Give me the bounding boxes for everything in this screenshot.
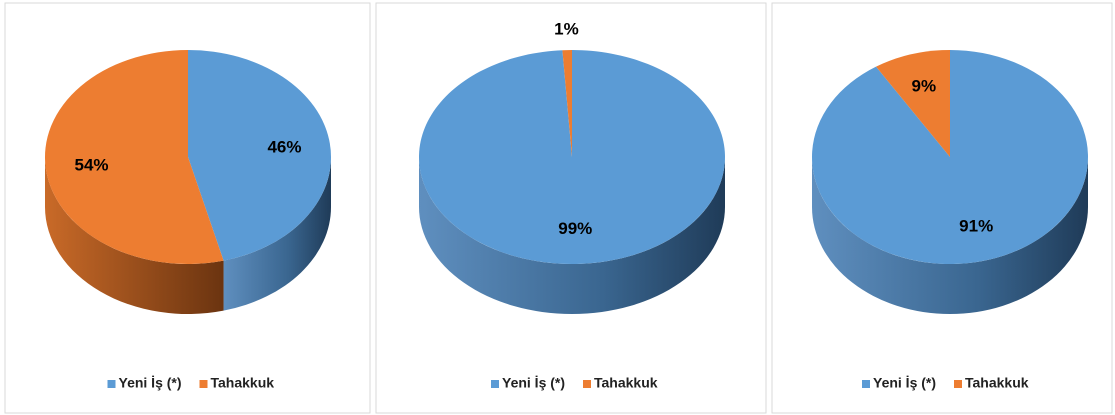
legend-label: Tahakkuk — [965, 375, 1029, 391]
pie-slice — [188, 50, 331, 261]
pie-slice — [876, 50, 950, 157]
legend-swatch — [862, 380, 870, 388]
legend-swatch — [491, 380, 499, 388]
legend-label: Yeni İş (*) — [873, 375, 936, 391]
legend-swatch — [199, 380, 208, 388]
pie-slice — [812, 50, 1089, 264]
legend-label: Yeni İş (*) — [502, 375, 565, 391]
legend-label: Yeni İş (*) — [119, 375, 182, 391]
data-label: 54% — [75, 156, 109, 175]
legend-swatch — [583, 380, 591, 388]
data-label: 1% — [554, 19, 579, 38]
data-label: 99% — [558, 219, 592, 238]
pie-slice — [419, 50, 726, 264]
pie-side — [223, 157, 331, 311]
data-label: 91% — [959, 216, 993, 235]
legend-swatch — [954, 380, 962, 388]
legend-label: Tahakkuk — [594, 375, 658, 391]
pie-side — [812, 157, 1088, 314]
data-label: 46% — [267, 137, 301, 156]
legend-label: Tahakkuk — [211, 375, 275, 391]
pie-side — [45, 157, 224, 314]
pie-side — [419, 157, 725, 314]
legend-swatch — [107, 380, 116, 388]
data-label: 9% — [912, 77, 937, 96]
pie-slice — [562, 50, 572, 157]
pie-slice — [44, 50, 224, 265]
